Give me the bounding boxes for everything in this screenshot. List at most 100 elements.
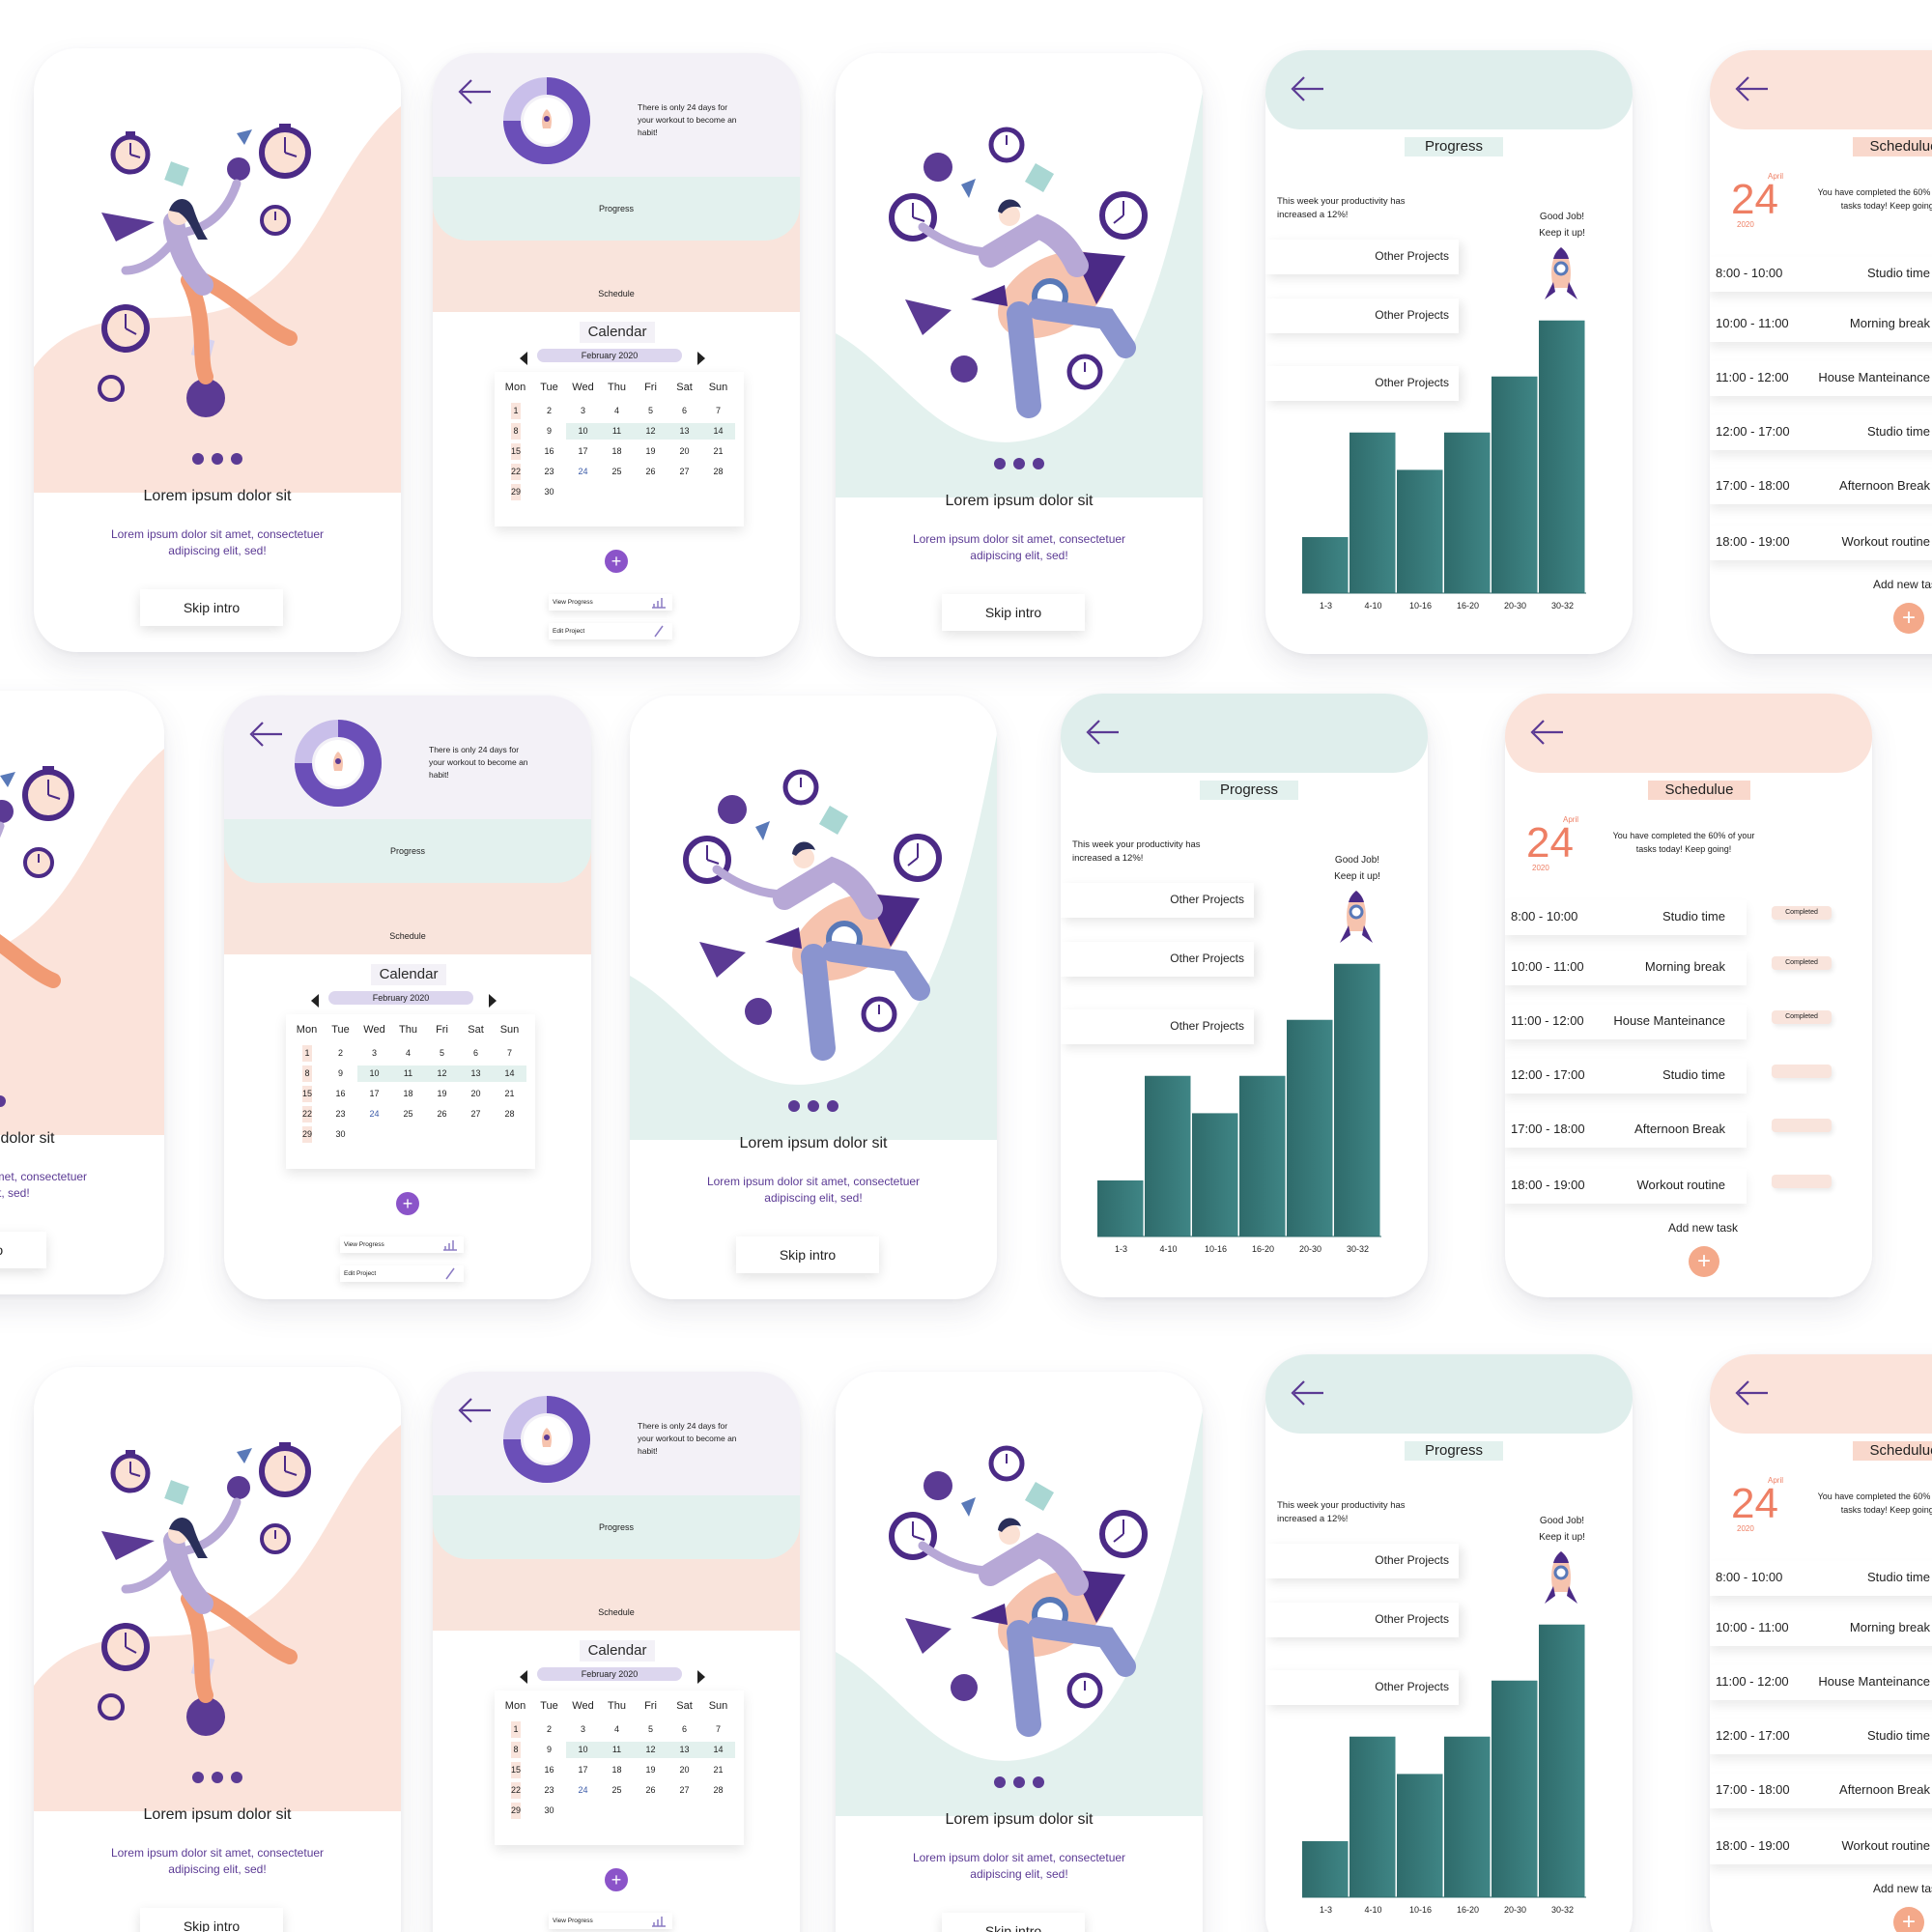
bar-4-10[interactable] bbox=[1145, 1075, 1191, 1236]
calendar-day[interactable]: 12 bbox=[425, 1065, 459, 1082]
project-item[interactable]: Other Projects bbox=[1265, 298, 1459, 333]
calendar-day[interactable]: 18 bbox=[403, 1089, 413, 1098]
calendar-day[interactable]: 9 bbox=[546, 426, 552, 436]
calendar-day[interactable]: 3 bbox=[371, 1048, 377, 1058]
indicator-dot[interactable] bbox=[1013, 1776, 1025, 1788]
calendar-day[interactable]: 4 bbox=[405, 1048, 411, 1058]
schedule-row[interactable]: 10:00 - 11:00 Morning break bbox=[1710, 1611, 1932, 1646]
view-progress-button[interactable]: View Progress bbox=[549, 1913, 672, 1929]
calendar-day[interactable]: 26 bbox=[437, 1109, 447, 1119]
calendar-day[interactable]: 7 bbox=[715, 1724, 721, 1734]
project-item[interactable]: Other Projects bbox=[1265, 1603, 1459, 1637]
calendar-day[interactable]: 18 bbox=[611, 1765, 622, 1775]
calendar-day[interactable]: 22 bbox=[511, 464, 521, 480]
add-button[interactable]: + bbox=[396, 1192, 419, 1215]
bar-20-30[interactable] bbox=[1287, 1019, 1333, 1236]
skip-intro-button[interactable]: Skip intro bbox=[0, 1232, 46, 1268]
schedule-row[interactable]: 8:00 - 10:00 Studio time bbox=[1505, 900, 1747, 935]
project-item[interactable]: Other Projects bbox=[1265, 240, 1459, 274]
calendar-day[interactable]: 1 bbox=[511, 1721, 521, 1738]
back-arrow-icon[interactable] bbox=[1082, 711, 1124, 753]
skip-intro-button[interactable]: Skip intro bbox=[942, 594, 1085, 631]
calendar-day[interactable]: 28 bbox=[713, 1785, 724, 1795]
calendar-day[interactable]: 20 bbox=[679, 1765, 690, 1775]
calendar-day[interactable]: 1 bbox=[302, 1045, 312, 1062]
calendar-day[interactable]: 14 bbox=[701, 423, 735, 440]
project-item[interactable]: Other Projects bbox=[1265, 1544, 1459, 1578]
calendar-day[interactable]: 12 bbox=[634, 1742, 668, 1758]
calendar-day[interactable]: 11 bbox=[391, 1065, 425, 1082]
calendar-day[interactable]: 3 bbox=[580, 1724, 585, 1734]
calendar-day[interactable]: 25 bbox=[403, 1109, 413, 1119]
calendar-day[interactable]: 14 bbox=[493, 1065, 526, 1082]
bar-16-20[interactable] bbox=[1444, 1736, 1491, 1897]
calendar-day[interactable]: 1 bbox=[511, 403, 521, 419]
prev-month-icon[interactable] bbox=[311, 994, 319, 1008]
bar-30-32[interactable] bbox=[1334, 963, 1380, 1236]
indicator-dot[interactable] bbox=[827, 1100, 838, 1112]
skip-intro-button[interactable]: Skip intro bbox=[140, 589, 283, 626]
task-status-badge[interactable] bbox=[1772, 1175, 1832, 1188]
calendar-day[interactable]: 13 bbox=[459, 1065, 493, 1082]
calendar-day[interactable]: 26 bbox=[645, 1785, 656, 1795]
calendar-day[interactable]: 30 bbox=[544, 1805, 554, 1815]
calendar-day[interactable]: 24 bbox=[369, 1109, 380, 1119]
project-item[interactable]: Other Projects bbox=[1061, 942, 1254, 977]
bar-10-16[interactable] bbox=[1192, 1113, 1238, 1236]
calendar-day[interactable]: 17 bbox=[578, 446, 588, 456]
schedule-row[interactable]: 17:00 - 18:00 Afternoon Break bbox=[1505, 1113, 1747, 1148]
calendar-day[interactable]: 14 bbox=[701, 1742, 735, 1758]
add-button[interactable]: + bbox=[605, 550, 628, 573]
calendar-day[interactable]: 6 bbox=[472, 1048, 478, 1058]
calendar-day[interactable]: 10 bbox=[357, 1065, 391, 1082]
bar-30-32[interactable] bbox=[1539, 1624, 1585, 1897]
calendar-day[interactable]: 5 bbox=[439, 1048, 444, 1058]
calendar-day[interactable]: 16 bbox=[544, 446, 554, 456]
calendar-day[interactable]: 4 bbox=[613, 406, 619, 415]
indicator-dot[interactable] bbox=[192, 1772, 204, 1783]
calendar-day[interactable]: 7 bbox=[506, 1048, 512, 1058]
schedule-row[interactable]: 18:00 - 19:00 Workout routine bbox=[1710, 1830, 1932, 1864]
back-arrow-icon[interactable] bbox=[454, 1389, 497, 1432]
indicator-dot[interactable] bbox=[212, 1772, 223, 1783]
calendar-day[interactable]: 9 bbox=[337, 1068, 343, 1078]
task-status-badge[interactable]: Completed bbox=[1772, 906, 1832, 920]
project-item[interactable]: Other Projects bbox=[1061, 1009, 1254, 1044]
add-button[interactable]: + bbox=[605, 1868, 628, 1891]
calendar-day[interactable]: 17 bbox=[578, 1765, 588, 1775]
calendar-day[interactable]: 30 bbox=[544, 487, 554, 497]
calendar-day[interactable]: 6 bbox=[681, 406, 687, 415]
schedule-row[interactable]: 18:00 - 19:00 Workout routine bbox=[1505, 1169, 1747, 1204]
calendar-day[interactable]: 10 bbox=[566, 1742, 600, 1758]
calendar-day[interactable]: 22 bbox=[302, 1106, 312, 1122]
calendar-day[interactable]: 27 bbox=[679, 1785, 690, 1795]
calendar-day[interactable]: 11 bbox=[600, 1742, 634, 1758]
calendar-day[interactable]: 8 bbox=[302, 1065, 312, 1082]
schedule-row[interactable]: 8:00 - 10:00 Studio time bbox=[1710, 257, 1932, 292]
calendar-day[interactable]: 5 bbox=[647, 1724, 653, 1734]
schedule-row[interactable]: 17:00 - 18:00 Afternoon Break bbox=[1710, 469, 1932, 504]
schedule-row[interactable]: 17:00 - 18:00 Afternoon Break bbox=[1710, 1774, 1932, 1808]
calendar-day[interactable]: 26 bbox=[645, 467, 656, 476]
calendar-day[interactable]: 28 bbox=[504, 1109, 515, 1119]
calendar-day[interactable]: 15 bbox=[302, 1086, 312, 1102]
calendar-day[interactable]: 12 bbox=[634, 423, 668, 440]
calendar-day[interactable]: 18 bbox=[611, 446, 622, 456]
next-month-icon[interactable] bbox=[697, 1670, 705, 1684]
calendar-day[interactable]: 25 bbox=[611, 467, 622, 476]
calendar-day[interactable]: 2 bbox=[546, 406, 552, 415]
back-arrow-icon[interactable] bbox=[1526, 711, 1569, 753]
bar-20-30[interactable] bbox=[1492, 1680, 1538, 1897]
schedule-row[interactable]: 11:00 - 12:00 House Manteinance bbox=[1710, 361, 1932, 396]
prev-month-icon[interactable] bbox=[520, 1670, 527, 1684]
add-task-button[interactable]: + bbox=[1893, 1907, 1924, 1932]
task-status-badge[interactable] bbox=[1772, 1119, 1832, 1132]
calendar-day[interactable]: 15 bbox=[511, 1762, 521, 1778]
calendar-day[interactable]: 3 bbox=[580, 406, 585, 415]
calendar-day[interactable]: 19 bbox=[437, 1089, 447, 1098]
bar-10-16[interactable] bbox=[1397, 1774, 1443, 1897]
next-month-icon[interactable] bbox=[697, 352, 705, 365]
calendar-day[interactable]: 23 bbox=[544, 467, 554, 476]
back-arrow-icon[interactable] bbox=[1731, 68, 1774, 110]
back-arrow-icon[interactable] bbox=[1287, 68, 1329, 110]
